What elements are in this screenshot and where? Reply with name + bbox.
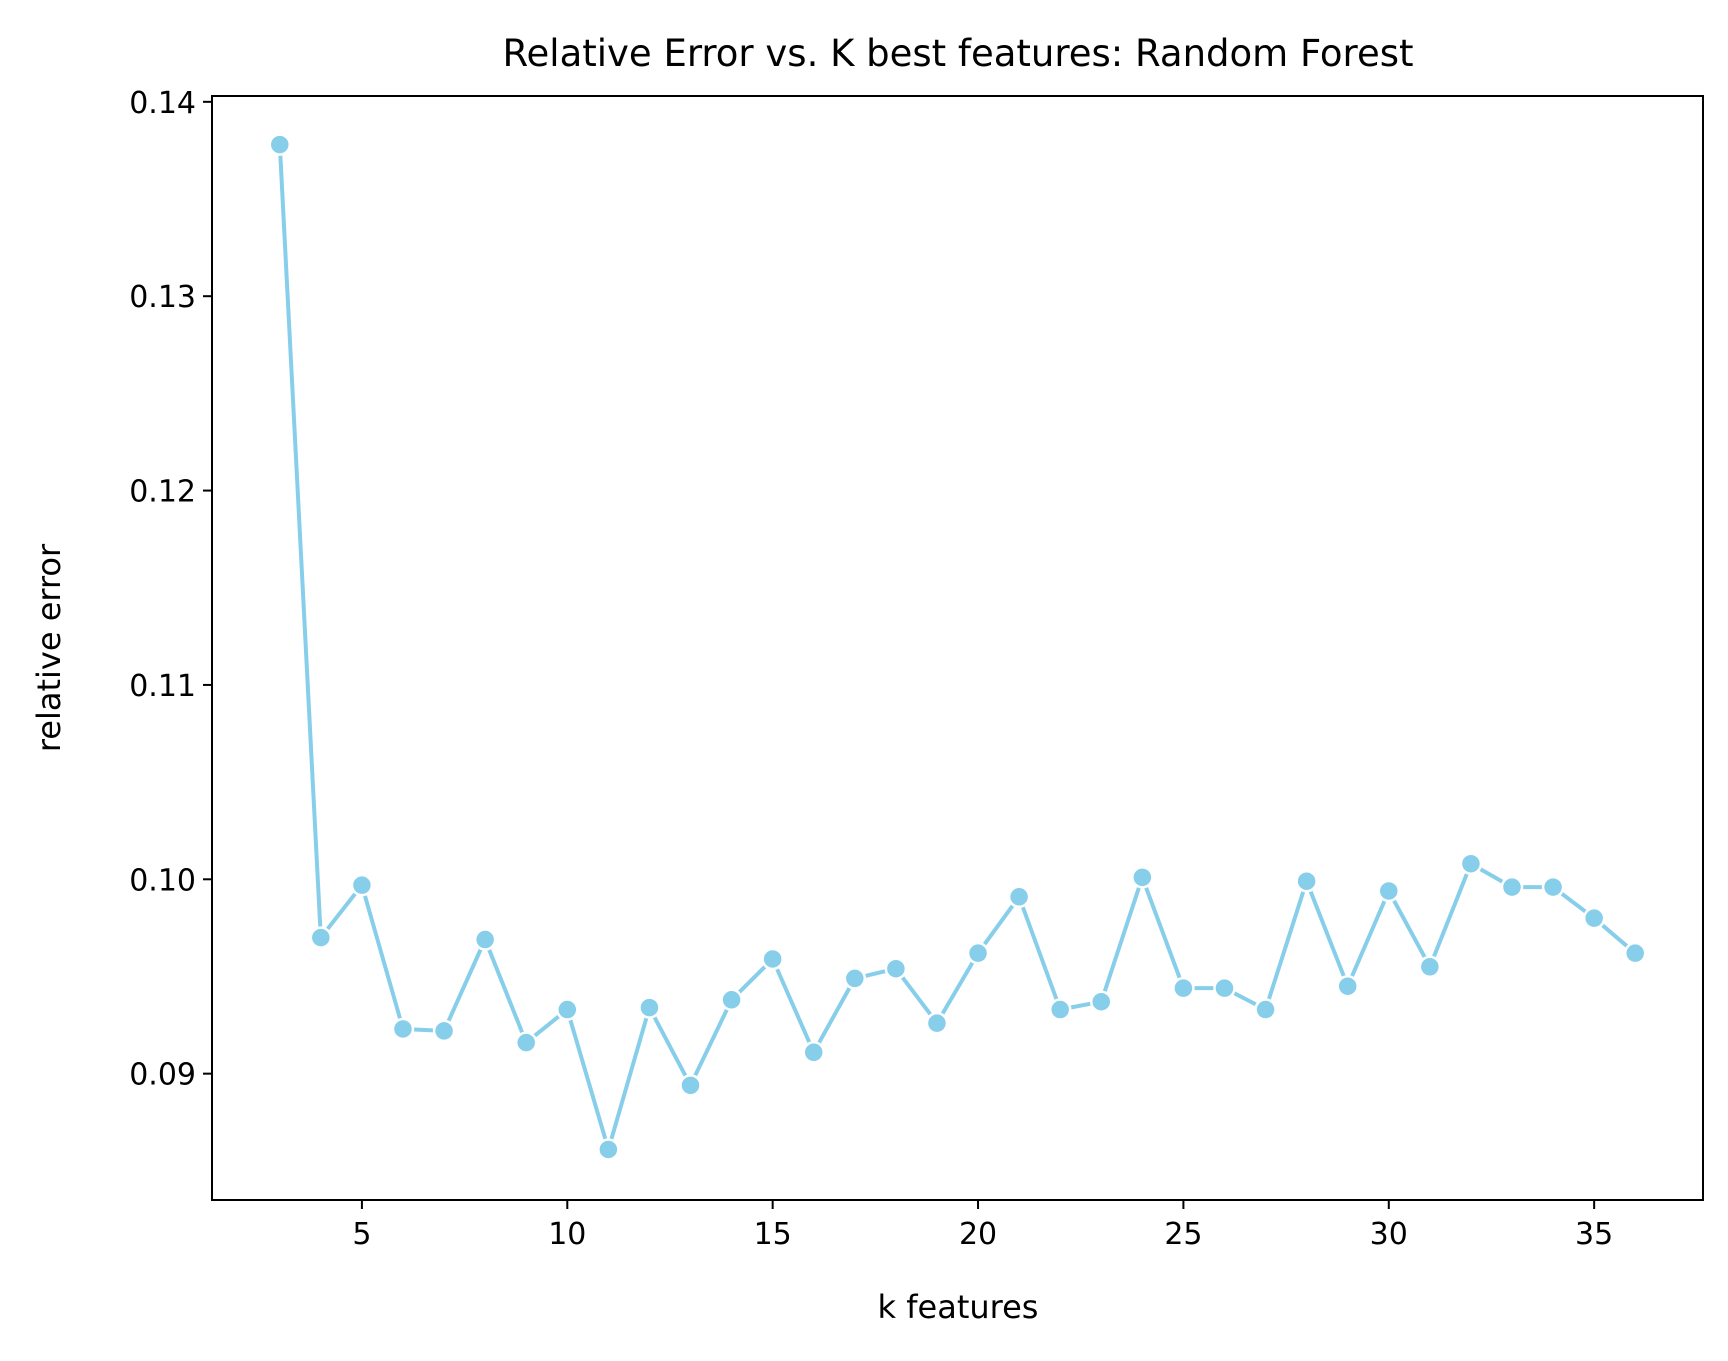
data-point (1295, 869, 1318, 893)
x-tick-label: 15 (754, 1217, 792, 1252)
series-line (277, 142, 1638, 1152)
data-point (1007, 885, 1031, 909)
data-point (925, 1011, 949, 1035)
x-axis: 5 10 15 20 25 30 35 (352, 1200, 1613, 1252)
x-tick-label: 30 (1370, 1217, 1408, 1252)
data-point (1459, 852, 1483, 875)
chart-title: Relative Error vs. K best features: Rand… (502, 32, 1413, 75)
data-point (761, 947, 784, 971)
data-point (268, 133, 292, 156)
data-point (597, 1138, 620, 1161)
x-tick-label: 25 (1164, 1217, 1202, 1252)
data-point (679, 1074, 702, 1097)
y-tick-label: 0.13 (129, 280, 196, 315)
data-point (1090, 990, 1113, 1013)
data-point (350, 873, 374, 897)
y-tick-label: 0.14 (129, 86, 196, 121)
y-tick-label: 0.12 (129, 475, 196, 510)
data-point (1131, 866, 1154, 889)
data-point (1418, 955, 1442, 979)
y-tick-label: 0.11 (129, 669, 196, 704)
data-point (1213, 976, 1236, 1000)
plot-area (211, 95, 1704, 1201)
data-point (802, 1041, 825, 1064)
data-point (1500, 875, 1524, 899)
data-point (1048, 998, 1072, 1021)
y-tick-label: 0.09 (129, 1058, 196, 1093)
data-point (720, 988, 743, 1012)
y-tick-label: 0.10 (129, 863, 196, 898)
data-point (1582, 906, 1606, 930)
data-point (1377, 879, 1401, 903)
data-point (391, 1017, 415, 1041)
data-point (1336, 974, 1359, 998)
y-axis-label: relative error (30, 543, 68, 752)
data-point (1172, 976, 1195, 1000)
plot-frame (211, 95, 1704, 1201)
data-point (638, 996, 661, 1019)
y-axis: 0.09 0.10 0.11 0.12 0.13 0.14 (129, 86, 212, 1093)
x-tick-label: 35 (1575, 1217, 1613, 1252)
x-tick-label: 20 (959, 1217, 997, 1252)
x-axis-label: k features (878, 1288, 1039, 1326)
data-point (1541, 875, 1565, 899)
data-point (843, 967, 867, 990)
data-point (432, 1019, 456, 1043)
data-point (1254, 998, 1277, 1021)
data-point (556, 998, 579, 1021)
data-point (1623, 941, 1647, 965)
data-point (309, 926, 333, 949)
data-point (966, 941, 990, 965)
x-tick-label: 10 (548, 1217, 586, 1252)
x-tick-label: 5 (352, 1217, 371, 1252)
series-layer (268, 133, 1647, 1161)
data-point (473, 928, 497, 951)
data-point (514, 1031, 538, 1054)
data-point (884, 957, 908, 980)
